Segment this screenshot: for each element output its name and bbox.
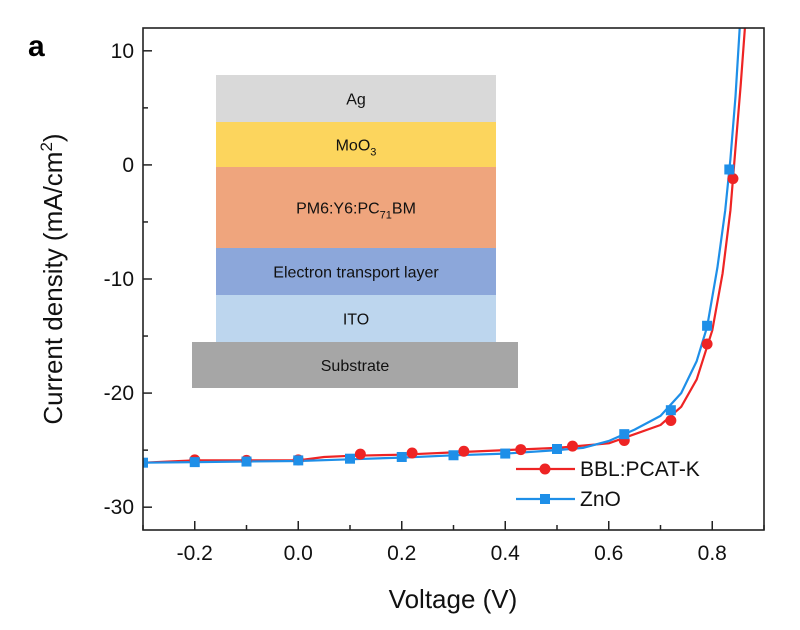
layer-0 bbox=[216, 75, 496, 122]
marker-point-zno bbox=[448, 450, 459, 461]
layer-label-end: BM bbox=[392, 201, 416, 218]
layer-label: MoO3 bbox=[336, 138, 377, 159]
layer-2 bbox=[216, 167, 496, 248]
layer-label-main: PM6:Y6:PC bbox=[296, 201, 380, 218]
marker-point-bbl bbox=[727, 173, 739, 185]
marker-point-zno bbox=[189, 457, 200, 468]
plot-curves bbox=[143, 28, 746, 464]
device-structure-inset: Ag MoO3 PM6:Y6:PC71BM Electron transport la… bbox=[192, 75, 518, 388]
x-tick-label: 0.8 bbox=[698, 542, 727, 565]
y-axis-title-sup: 2 bbox=[37, 142, 56, 151]
layer-3 bbox=[216, 248, 496, 295]
y-axis-title-end: ) bbox=[38, 133, 68, 142]
marker-point-bbl bbox=[567, 440, 579, 452]
marker-point-zno bbox=[293, 455, 304, 466]
layer-label-main: ITO bbox=[343, 312, 369, 329]
marker-point-bbl bbox=[354, 448, 366, 460]
marker-point-zno bbox=[396, 451, 407, 462]
layer-label-sub: 3 bbox=[370, 147, 376, 159]
legend-label: ZnO bbox=[580, 488, 621, 511]
y-axis: 10 0 -10 -20 -30 bbox=[104, 40, 152, 519]
y-axis-title-main: Current density (mA/cm bbox=[38, 152, 68, 425]
series-line-zno bbox=[143, 28, 741, 464]
x-tick-label: -0.2 bbox=[177, 542, 213, 565]
layer-1 bbox=[216, 122, 496, 167]
marker-point-zno bbox=[552, 443, 562, 454]
marker-point-zno bbox=[724, 164, 735, 175]
layer-label-main: Substrate bbox=[321, 358, 390, 375]
x-axis: -0.2 0.0 0.2 0.4 0.6 0.8 bbox=[142, 521, 765, 565]
marker-point-zno bbox=[619, 429, 630, 440]
x-tick-label: 0.6 bbox=[594, 542, 623, 565]
marker-point-zno bbox=[143, 457, 148, 468]
marker-point-zno bbox=[702, 320, 713, 331]
y-tick-label: -30 bbox=[104, 496, 134, 519]
plot-markers bbox=[143, 164, 739, 468]
panel-label: a bbox=[28, 30, 45, 63]
marker-point-bbl bbox=[701, 338, 713, 350]
legend-label: BBL:PCAT-K bbox=[580, 458, 700, 481]
layer-4 bbox=[216, 295, 496, 342]
marker-point-bbl bbox=[665, 414, 677, 426]
legend: BBL:PCAT-K ZnO bbox=[516, 458, 700, 511]
layer-label: PM6:Y6:PC71BM bbox=[296, 201, 416, 222]
y-tick-label: 10 bbox=[111, 40, 134, 63]
x-tick-label: 0.4 bbox=[491, 542, 521, 565]
layer-label: Electron transport layer bbox=[273, 265, 439, 282]
layer-label-main: MoO bbox=[336, 138, 371, 155]
marker-point-bbl bbox=[406, 447, 418, 459]
x-tick-label: 0.0 bbox=[284, 542, 313, 565]
x-axis-title: Voltage (V) bbox=[389, 584, 518, 614]
y-axis-title: Current density (mA/cm2) bbox=[37, 133, 68, 424]
marker-point-zno bbox=[345, 453, 355, 464]
layer-5 bbox=[192, 342, 518, 388]
layer-label-sub: 71 bbox=[380, 210, 392, 222]
marker-point-zno bbox=[665, 405, 676, 416]
layer-label: Substrate bbox=[321, 358, 390, 375]
legend-marker bbox=[539, 463, 551, 475]
marker-point-zno bbox=[500, 448, 511, 459]
layer-label-main: Electron transport layer bbox=[273, 265, 439, 282]
layer-label-main: Ag bbox=[346, 92, 366, 109]
marker-point-bbl bbox=[458, 445, 470, 457]
legend-marker bbox=[540, 494, 550, 504]
layer-label: Ag bbox=[346, 92, 366, 109]
y-tick-label: -20 bbox=[104, 382, 134, 405]
y-tick-label: 0 bbox=[122, 154, 134, 177]
x-tick-label: 0.2 bbox=[387, 542, 416, 565]
layer-label: ITO bbox=[343, 312, 369, 329]
marker-point-bbl bbox=[515, 444, 527, 456]
marker-point-zno bbox=[241, 456, 252, 467]
y-tick-label: -10 bbox=[104, 268, 134, 291]
